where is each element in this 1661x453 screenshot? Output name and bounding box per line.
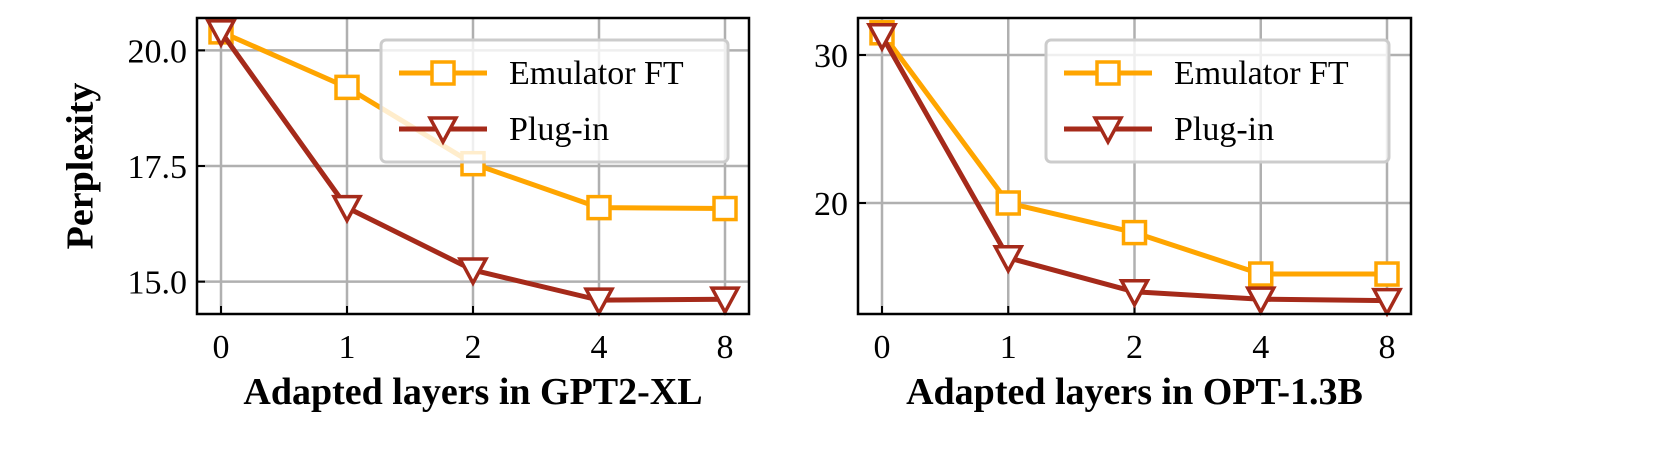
- data-point: [1248, 261, 1274, 287]
- x-tick-label: 2: [1126, 329, 1143, 366]
- legend-label: Emulator FT: [1174, 55, 1349, 92]
- chart-panel-2: 0 1 2 4 8 20 30 Emulator FT Plug-in Adapted layer…: [814, 16, 1413, 413]
- data-point: [586, 194, 612, 221]
- x-tick-label: 8: [1379, 329, 1396, 366]
- x-tick-label: 2: [465, 329, 482, 366]
- x-tick-label: 8: [717, 329, 734, 366]
- legend: Emulator FT Plug-in: [379, 38, 730, 164]
- x-tick-label: 1: [1000, 329, 1017, 366]
- legend: Emulator FT Plug-in: [1044, 38, 1391, 164]
- legend-label: Emulator FT: [509, 55, 684, 92]
- legend-marker: [1095, 60, 1121, 86]
- data-point: [457, 257, 489, 287]
- x-tick-label: 4: [1252, 329, 1269, 366]
- chart-panel-1: 0 1 2 4 8 15.0 17.5 20.0 Emulator FT Plug-in Adapt…: [60, 16, 751, 413]
- data-point: [709, 286, 741, 316]
- series-plug-in: [205, 19, 741, 317]
- legend-label: Plug-in: [509, 111, 609, 148]
- data-point: [583, 287, 615, 317]
- data-point: [1371, 287, 1403, 318]
- data-point: [1244, 286, 1277, 316]
- series-emulator-ft: [869, 20, 1400, 287]
- x-tick-label: 4: [591, 329, 608, 366]
- data-point: [866, 22, 898, 53]
- y-tick-label: 30: [814, 38, 848, 75]
- data-point: [995, 190, 1021, 216]
- y-tick-label: 17.5: [128, 149, 188, 186]
- y-tick-label: 20.0: [128, 33, 188, 70]
- data-point: [1374, 261, 1400, 287]
- legend-marker: [427, 116, 459, 146]
- y-tick-label: 15.0: [128, 265, 188, 302]
- legend-label: Plug-in: [1174, 111, 1274, 148]
- series-plug-in: [866, 22, 1403, 318]
- x-tick-label: 0: [874, 329, 891, 366]
- x-axis-label: Adapted layers in OPT-1.3B: [906, 371, 1363, 413]
- x-axis-label: Adapted layers in GPT2-XL: [243, 371, 702, 413]
- data-point: [1121, 219, 1148, 246]
- plot-frame: [195, 16, 751, 316]
- legend-marker: [430, 60, 456, 86]
- data-point: [205, 19, 237, 49]
- plot-frame: [856, 16, 1413, 316]
- x-tick-label: 0: [213, 329, 230, 366]
- data-point: [992, 244, 1025, 275]
- legend-marker: [1092, 116, 1124, 146]
- x-tick-label: 1: [339, 329, 356, 366]
- data-point: [1118, 279, 1151, 309]
- data-point: [712, 195, 738, 222]
- y-axis-label: Perplexity: [60, 83, 102, 250]
- y-tick-label: 20: [814, 186, 848, 223]
- data-point: [331, 194, 363, 225]
- data-point: [334, 74, 360, 101]
